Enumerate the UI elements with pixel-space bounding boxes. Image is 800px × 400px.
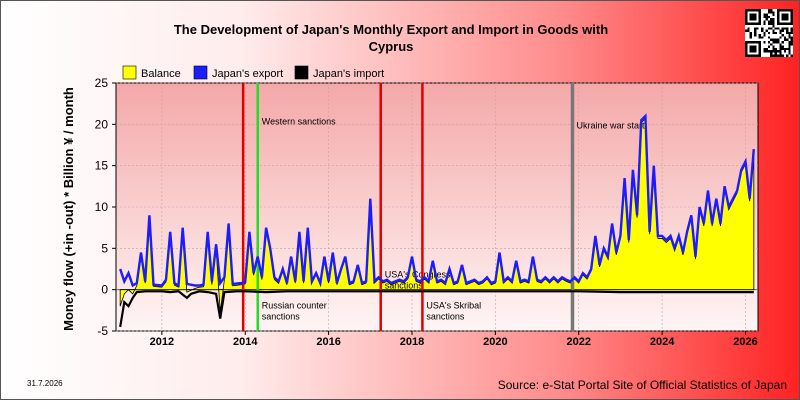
legend-swatch — [193, 65, 208, 80]
event-label: Ukraine war start — [576, 120, 645, 130]
legend-swatch — [122, 65, 137, 80]
x-tick-label: 2012 — [150, 336, 174, 348]
event-label: Russian counter sanctions — [262, 300, 327, 321]
event-label: USA's Congress sanctions — [385, 269, 451, 290]
x-tick-label: 2020 — [483, 336, 507, 348]
date-stamp: 31.7.2026 — [27, 379, 63, 388]
x-tick-label: 2022 — [566, 336, 590, 348]
legend-label: Japan's export — [212, 68, 283, 80]
import-line — [119, 290, 754, 328]
event-label: Western sanctions — [262, 116, 336, 126]
y-tick-label: 5 — [101, 241, 108, 255]
legend-label: Balance — [141, 68, 181, 80]
x-tick-label: 2024 — [650, 336, 675, 348]
source-note: Source: e-Stat Portal Site of Official S… — [497, 378, 787, 392]
x-tick-label: 2014 — [233, 336, 258, 348]
legend-swatch — [294, 65, 309, 80]
legend-label: Japan's import — [313, 68, 384, 80]
y-tick-label: 20 — [95, 117, 109, 131]
chart-title: The Development of Japan's Monthly Expor… — [173, 22, 609, 54]
x-tick-label: 2016 — [316, 336, 340, 348]
qr-code — [745, 9, 793, 57]
y-tick-label: 25 — [95, 76, 109, 90]
y-axis-label: Money flow (+in -out) * Billion ¥ / mont… — [61, 87, 76, 331]
export-line — [119, 113, 755, 288]
y-tick-label: 0 — [101, 283, 108, 297]
y-tick-label: -5 — [97, 324, 108, 338]
y-tick-label: 10 — [95, 200, 109, 214]
y-tick-label: 15 — [95, 159, 109, 173]
x-tick-label: 2026 — [733, 336, 757, 348]
x-tick-label: 2018 — [400, 336, 424, 348]
legend: Balance Japan's export Japan's import — [122, 65, 384, 80]
event-label: USA's Skribal sanctions — [426, 300, 481, 321]
